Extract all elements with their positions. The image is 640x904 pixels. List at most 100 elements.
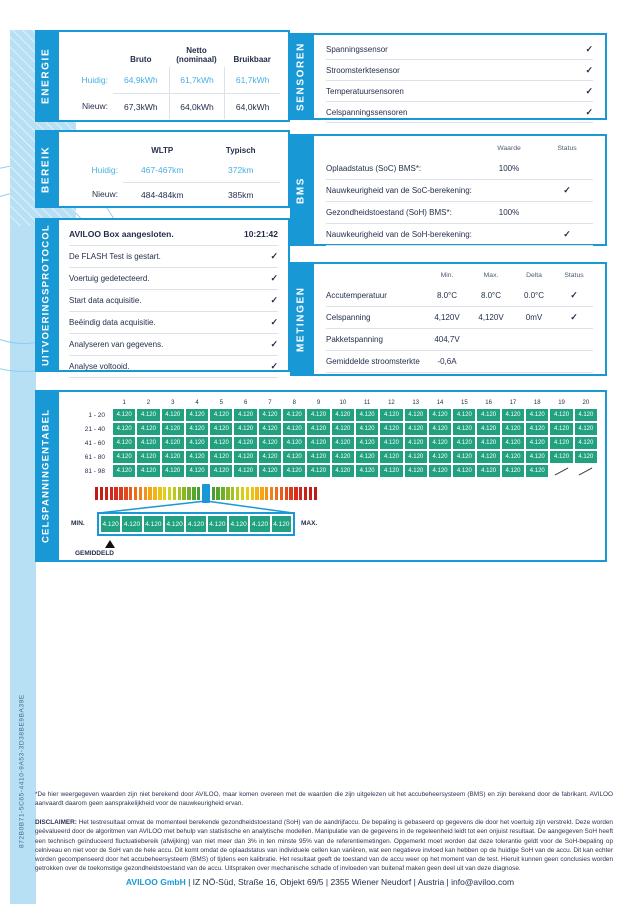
gradient-center-marker xyxy=(202,484,210,503)
cell-voltage: 4.120 xyxy=(258,451,282,463)
cell-voltage: 4.120 xyxy=(501,423,525,435)
cell-col-number: 9 xyxy=(316,400,321,406)
check-icon: ✓ xyxy=(270,295,278,305)
cell-voltage: 4.120 xyxy=(307,409,330,421)
gradient-segment xyxy=(167,487,172,500)
bereik-row-label: Huidig: xyxy=(91,165,118,175)
cell-col-number: 10 xyxy=(339,400,347,406)
disclaimer-label: DISCLAIMER: xyxy=(35,819,77,827)
cell-voltage: 4.120 xyxy=(331,451,354,463)
check-icon: ✓ xyxy=(585,106,593,117)
tab-protocol: UITVOERINGSPROTOCOL xyxy=(35,218,57,372)
cell-voltage: 4.120 xyxy=(574,409,597,421)
cell-voltage: 4.120 xyxy=(331,465,354,477)
cell-voltage: 4.120 xyxy=(404,437,427,449)
cell-voltage: 4.120 xyxy=(283,437,306,449)
cell-voltage: 4.120 xyxy=(380,409,403,421)
zoomed-cell-voltage: 4.120 xyxy=(186,516,206,532)
gradient-segment xyxy=(313,487,318,500)
gradient-segment xyxy=(114,487,118,500)
gradient-segment xyxy=(143,487,147,500)
cell-voltage: 4.120 xyxy=(234,451,257,463)
metingen-row: Accutemperatuur 8.0°C 8.0°C 0.0°C ✓ xyxy=(326,285,593,307)
gradient-segment xyxy=(192,487,196,500)
protocol-item: Analyse voltooid. ✓ xyxy=(69,356,278,378)
metingen-row-label: Accutemperatuur xyxy=(326,291,387,300)
metingen-row-max: 4,120V xyxy=(478,313,504,322)
gradient-segment xyxy=(109,487,113,500)
gradient-segment xyxy=(99,487,104,500)
cell-col-number: 19 xyxy=(558,400,565,406)
cell-voltage: 4.120 xyxy=(404,423,427,435)
section-sensoren: SENSOREN Spanningssensor ✓ Stroomsterktese… xyxy=(290,33,607,123)
slash-icon xyxy=(554,467,569,475)
cell-voltage: 4.120 xyxy=(428,409,452,421)
cell-voltage: 4.120 xyxy=(234,409,257,421)
cell-voltage: 4.120 xyxy=(331,409,354,421)
tab-sensoren: SENSOREN xyxy=(290,33,312,120)
gradient-segment xyxy=(182,487,186,500)
cell-voltage: 4.120 xyxy=(380,437,403,449)
bms-row-waarde: 100% xyxy=(498,164,520,173)
gradient-segment xyxy=(153,487,157,500)
protocol-item: Voertuig gedetecteerd. ✓ xyxy=(69,268,278,290)
cell-voltage: 4.120 xyxy=(404,409,427,421)
cell-voltage: 4.120 xyxy=(137,423,160,435)
sensor-item-label: Celspanningssensoren xyxy=(326,107,408,117)
cell-voltage: 4.120 xyxy=(161,423,184,435)
protocol-item-label: Start data acquisitie. xyxy=(69,296,142,305)
gradient-segment xyxy=(269,487,274,500)
cell-voltage: 4.120 xyxy=(113,437,136,449)
gradient-segment xyxy=(255,487,259,500)
bereik-table: WLTP Typisch Huidig: 467-467km 372km Nie… xyxy=(59,132,288,206)
check-icon: ✓ xyxy=(563,229,571,239)
footer-address: | IZ NÖ-Süd, Straße 16, Objekt 69/5 | 23… xyxy=(185,877,515,887)
cell-voltage: 4.120 xyxy=(501,465,525,477)
cell-voltage: 4.120 xyxy=(428,423,452,435)
cell-voltage: 4.120 xyxy=(453,465,476,477)
tab-metingen: METINGEN xyxy=(290,262,312,376)
sensor-item: Temperatuursensoren ✓ xyxy=(326,81,593,102)
cell-voltage: 4.120 xyxy=(185,423,209,435)
cell-col-number: 14 xyxy=(436,400,444,406)
cell-voltage: 4.120 xyxy=(234,423,257,435)
sensoren-checklist: Spanningssensor ✓ Stroomsterktesensor ✓ Temp… xyxy=(314,39,605,123)
cell-voltage: 4.120 xyxy=(380,423,403,435)
cell-col-number: 8 xyxy=(292,400,296,406)
max-label: MAX. xyxy=(301,520,318,527)
gradient-segment xyxy=(158,487,162,500)
cell-voltage: 4.120 xyxy=(234,437,257,449)
cell-voltage: 4.120 xyxy=(185,437,209,449)
bms-row-waarde: 100% xyxy=(498,208,520,217)
gradient-segment xyxy=(104,487,109,500)
energie-value: 61,7kWh xyxy=(224,67,280,93)
cell-voltage: 4.120 xyxy=(331,423,354,435)
gradient-segment xyxy=(245,487,249,500)
cell-voltage: 4.120 xyxy=(283,465,306,477)
energie-row-label: Nieuw: xyxy=(82,101,108,111)
cell-voltage: 4.120 xyxy=(258,437,282,449)
sensor-item-label: Temperatuursensoren xyxy=(326,86,404,96)
gradient-segment xyxy=(299,487,303,500)
cell-voltage: 4.120 xyxy=(307,451,330,463)
protocol-item-label: Analyse voltooid. xyxy=(69,362,130,371)
voltage-gradient-bar xyxy=(95,487,318,500)
gradient-segment xyxy=(124,487,128,500)
check-icon: ✓ xyxy=(270,317,278,327)
cell-voltage: 4.120 xyxy=(477,465,500,477)
sensor-item-label: Spanningssensor xyxy=(326,44,388,54)
metingen-row-label: Celspanning xyxy=(326,313,371,322)
footer-brand: AVILOO GmbH xyxy=(125,877,186,887)
gradient-segment xyxy=(163,487,167,500)
protocol-header-label: AVILOO Box aangesloten. xyxy=(69,228,174,239)
protocol-item: Start data acquisitie. ✓ xyxy=(69,290,278,312)
cell-voltage: 4.120 xyxy=(574,451,597,463)
cell-voltage: 4.120 xyxy=(453,409,476,421)
cell-voltage: 4.120 xyxy=(574,437,597,449)
cell-voltage: 4.120 xyxy=(137,409,160,421)
cell-voltage: 4.120 xyxy=(307,437,330,449)
energie-col-bruto: Bruto xyxy=(130,54,152,64)
cell-voltage: 4.120 xyxy=(380,451,403,463)
zoomed-cell-row: 4.120 4.120 4.120 4.120 4.120 4.120 4.120 4.120… xyxy=(97,512,295,536)
cell-row-label: 21 - 40 xyxy=(84,425,105,433)
